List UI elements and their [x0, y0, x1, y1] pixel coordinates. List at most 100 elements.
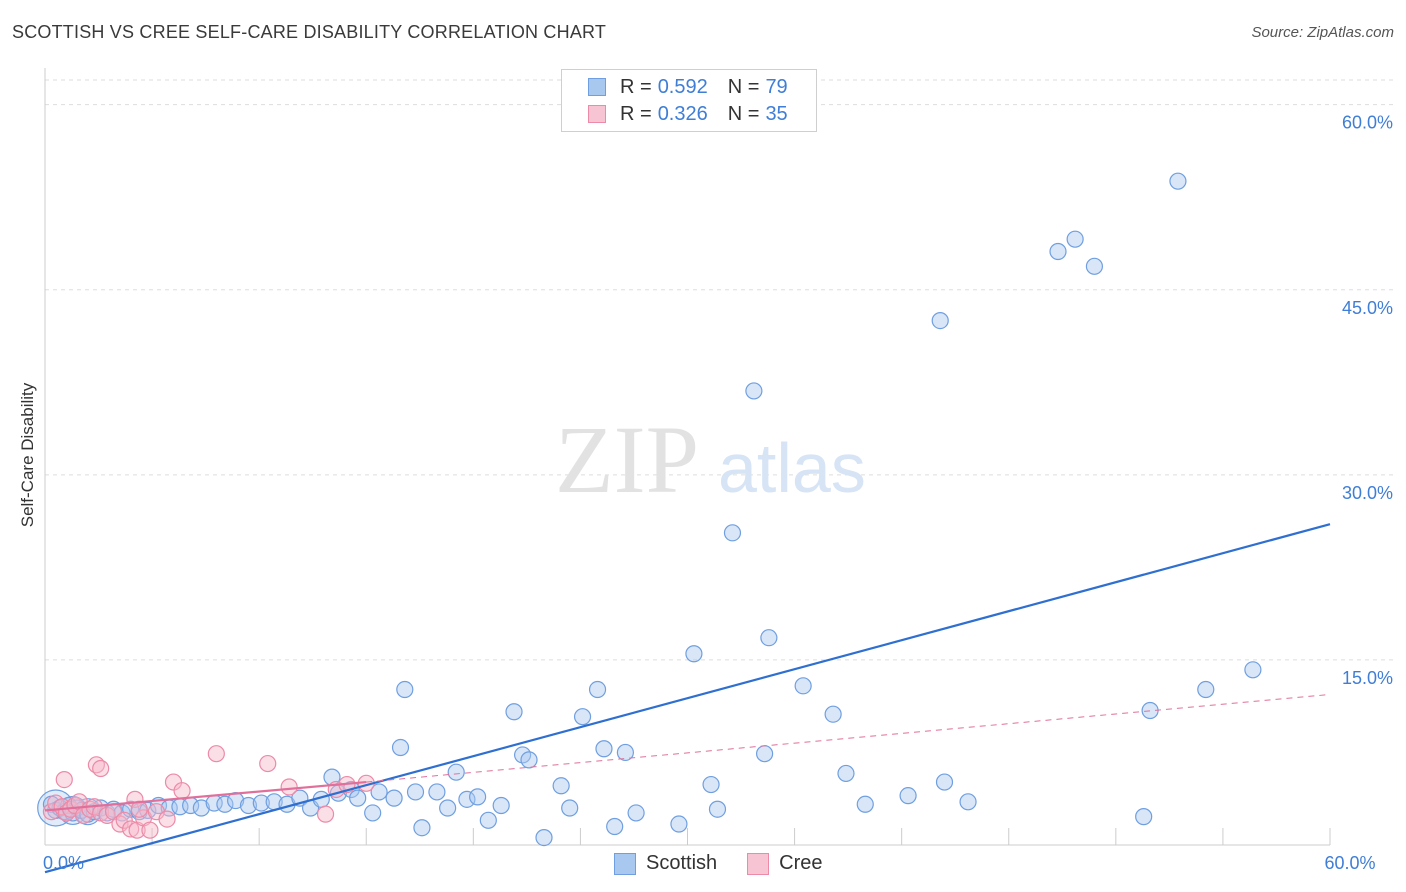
scottish-point — [406, 783, 425, 801]
legend-item-cree[interactable]: Cree — [747, 852, 823, 875]
cree-point — [158, 810, 176, 828]
cree-legend-label: Cree — [779, 852, 823, 874]
scottish-point — [1169, 172, 1187, 190]
scottish-point — [627, 804, 645, 822]
scottish-point — [670, 815, 688, 833]
scottish-point — [588, 680, 607, 699]
scottish-swatch — [588, 78, 606, 96]
scottish-point — [239, 796, 258, 815]
scottish-point — [396, 680, 414, 699]
scottish-point — [959, 793, 977, 811]
cree-point — [259, 754, 277, 773]
watermark-atlas: atlas — [718, 429, 866, 507]
cree-point — [207, 745, 225, 763]
scottish-point — [1066, 230, 1084, 248]
scottish-point — [616, 743, 634, 762]
legend-row-cree: R = 0.326 N = 35 — [562, 101, 788, 127]
scottish-point — [391, 738, 410, 757]
scottish-point — [1197, 680, 1215, 699]
scottish-point — [428, 783, 446, 801]
cree-r-value: 0.326 — [657, 102, 708, 125]
scottish-point — [252, 794, 270, 812]
scottish-point — [561, 799, 579, 817]
tick-label-layer: 15.0% 30.0% 45.0% 60.0% 0.0% 60.0% — [43, 113, 1393, 873]
scottish-r-label: R = — [620, 75, 652, 98]
scottish-point — [447, 763, 465, 781]
cree-n-value: 35 — [765, 102, 788, 125]
scottish-point — [899, 787, 917, 805]
scottish-point — [216, 795, 234, 813]
x-tick-label: 0.0% — [43, 853, 84, 873]
scottish-point — [370, 783, 388, 801]
scottish-point — [439, 799, 457, 817]
grid-layer — [45, 79, 1395, 661]
cree-point — [92, 759, 110, 778]
trend-layer — [44, 523, 1331, 874]
scottish-trend-line — [44, 523, 1331, 874]
scottish-point — [479, 811, 497, 829]
scottish-point — [606, 817, 624, 836]
scottish-point — [824, 705, 842, 723]
scottish-point — [552, 777, 570, 795]
scottish-n-value: 79 — [765, 75, 788, 98]
scottish-point — [1244, 661, 1262, 679]
scottish-point — [469, 788, 487, 806]
legend-row-scottish: R = 0.592 N = 79 — [562, 74, 788, 100]
axis-layer — [44, 68, 1331, 846]
scottish-point — [708, 800, 727, 818]
scottish-point — [520, 751, 538, 769]
scottish-point — [856, 795, 874, 813]
cree-point — [173, 782, 191, 800]
scottish-point — [837, 764, 855, 783]
cree-point — [141, 821, 159, 839]
chart-title: SCOTTISH VS CREE SELF-CARE DISABILITY CO… — [12, 22, 607, 42]
scottish-r-value: 0.592 — [657, 75, 708, 98]
watermark: ZIP atlas — [555, 406, 866, 513]
scottish-point — [1135, 808, 1153, 826]
scottish-point — [413, 819, 431, 837]
scottish-point — [535, 828, 553, 847]
cree-point — [280, 778, 298, 796]
scottish-point — [492, 796, 510, 815]
scottish-point — [385, 789, 403, 807]
scottish-legend-swatch — [614, 852, 636, 875]
correlation-legend: R = 0.592 N = 79 R = 0.326 N = 35 — [561, 69, 817, 132]
scottish-point — [935, 773, 954, 791]
cree-point — [115, 811, 133, 829]
scottish-point — [702, 775, 720, 794]
scottish-point — [755, 745, 774, 763]
source-label: Source: ZipAtlas.com — [1251, 24, 1394, 41]
cree-point — [42, 803, 61, 821]
legend-item-scottish[interactable]: Scottish — [614, 852, 717, 875]
scottish-point — [760, 629, 778, 647]
scottish-point — [364, 804, 382, 822]
cree-point — [316, 805, 335, 823]
scottish-point — [595, 740, 613, 758]
cree-n-label: N = — [727, 102, 760, 125]
scottish-point — [685, 645, 703, 663]
y-tick-label: 15.0% — [1342, 668, 1393, 688]
cree-swatch — [588, 105, 606, 123]
scottish-point — [745, 382, 763, 400]
scottish-point — [505, 703, 523, 721]
scottish-point — [573, 708, 592, 726]
cree-legend-swatch — [747, 852, 770, 875]
cree-r-label: R = — [620, 102, 652, 125]
scottish-point — [931, 312, 949, 330]
cree-point — [122, 820, 140, 838]
watermark-zip: ZIP — [555, 406, 699, 513]
scottish-point — [794, 677, 812, 695]
scottish-point — [1049, 242, 1067, 261]
scottish-point — [458, 790, 476, 808]
scottish-point — [192, 799, 210, 817]
scottish-point — [1085, 257, 1104, 275]
scottish-point — [723, 524, 742, 542]
y-tick-label: 45.0% — [1342, 298, 1393, 318]
scottish-legend-label: Scottish — [646, 852, 718, 874]
x-tick-label: 60.0% — [1324, 853, 1375, 873]
y-tick-label: 60.0% — [1342, 113, 1393, 133]
cree-trend-line — [44, 780, 367, 812]
scottish-n-label: N = — [727, 75, 760, 98]
cree-point — [55, 771, 73, 789]
